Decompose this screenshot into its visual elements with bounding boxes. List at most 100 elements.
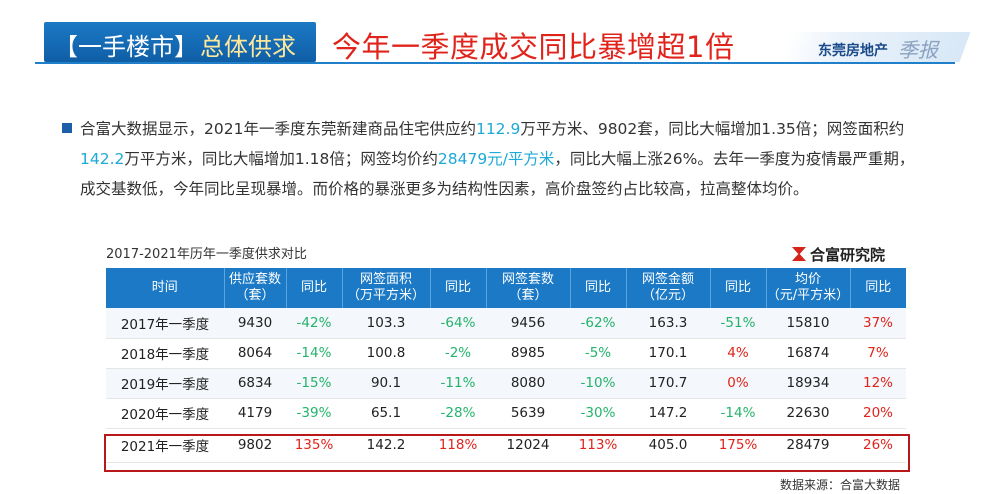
value-cell: 170.1 <box>626 338 710 369</box>
value-cell: 8080 <box>486 368 570 399</box>
value-cell: 6834 <box>224 368 286 399</box>
column-header-text: 同比 <box>300 280 327 295</box>
supply-demand-table: 时间 供应套数 （套） 同比 网签面积 （万平方米） 同比 网签套数 （套） 同比 网签金额 （亿元）… <box>106 268 906 463</box>
value-cell: 4179 <box>224 398 286 429</box>
highlight-figure: 142.2 <box>80 150 125 168</box>
column-header: 同比 <box>570 268 627 308</box>
value-cell: 4% <box>710 338 766 369</box>
paragraph-text: 万平方米、9802套，同比大幅增加1.35倍；网签面积约 <box>520 120 905 138</box>
table-row: 2017年一季度 9430 -42% 103.3 -64% 9456 -62% 163.3 -5… <box>106 308 906 339</box>
header: 【一手楼市】 总体供求 今年一季度成交同比暴增超1倍 东莞房地产 季报 <box>0 0 982 82</box>
column-header-text: 同比 <box>584 280 611 295</box>
table-header-row: 时间 供应套数 （套） 同比 网签面积 （万平方米） 同比 网签套数 （套） 同比 网签金额 （亿元）… <box>106 268 906 308</box>
value-cell: 20% <box>850 398 906 429</box>
column-header-text: 同比 <box>444 280 471 295</box>
value-cell: -62% <box>570 308 626 339</box>
period-cell: 2019年一季度 <box>106 368 224 399</box>
column-header-text: 网签金额 <box>641 272 694 287</box>
column-header: 同比 <box>710 268 767 308</box>
column-header: 均价 （元/平方米） <box>766 268 851 308</box>
column-header: 同比 <box>430 268 487 308</box>
paragraph-line-3: 成交基数低，今年同比呈现暴增。而价格的暴涨更多为结构性因素，高价盘签约占比较高，… <box>80 174 809 204</box>
column-header-text: （套） <box>235 288 275 303</box>
value-cell: 16874 <box>766 338 850 369</box>
value-cell: 12% <box>850 368 906 399</box>
column-header: 同比 <box>850 268 906 308</box>
value-cell: -11% <box>430 368 486 399</box>
value-cell: 9430 <box>224 308 286 339</box>
value-cell: 100.8 <box>342 338 430 369</box>
period-cell: 2021年一季度 <box>106 428 224 463</box>
bullet-square-icon <box>62 123 72 133</box>
value-cell: 15810 <box>766 308 850 339</box>
value-cell: -2% <box>430 338 486 369</box>
value-cell: 170.7 <box>626 368 710 399</box>
value-cell: 135% <box>286 428 342 463</box>
source-label-bottom: 数据来源：合富大数据 <box>780 478 901 492</box>
value-cell: 26% <box>850 428 906 463</box>
period-cell: 2017年一季度 <box>106 308 224 339</box>
column-header-text: 供应套数 <box>228 272 281 287</box>
header-rule <box>35 62 955 64</box>
value-cell: 37% <box>850 308 906 339</box>
paragraph-text: 合富大数据显示，2021年一季度东莞新建商品住宅供应约 <box>80 120 476 138</box>
value-cell: 12024 <box>486 428 570 463</box>
value-cell: -14% <box>710 398 766 429</box>
period-cell: 2020年一季度 <box>106 398 224 429</box>
column-header-text: 同比 <box>865 280 892 295</box>
source-label-top: 合富研究院 <box>792 244 885 265</box>
value-cell: 163.3 <box>626 308 710 339</box>
column-header-text: 网签套数 <box>501 272 554 287</box>
column-header: 网签面积 （万平方米） <box>342 268 431 308</box>
table-caption: 2017-2021年历年一季度供求对比 <box>106 247 307 262</box>
value-cell: -30% <box>570 398 626 429</box>
value-cell: 175% <box>710 428 766 463</box>
value-cell: 8985 <box>486 338 570 369</box>
table-row: 2019年一季度 6834 -15% 90.1 -11% 8080 -10% 170.7 0% 1… <box>106 368 906 399</box>
paragraph-line-2: 142.2万平方米，同比大幅增加1.18倍；网签均价约28479元/平方米，同比… <box>80 144 914 174</box>
row-2021-highlight <box>104 434 910 472</box>
value-cell: 18934 <box>766 368 850 399</box>
value-cell: 405.0 <box>626 428 710 463</box>
value-cell: 65.1 <box>342 398 430 429</box>
value-cell: -39% <box>286 398 342 429</box>
highlight-figure: 28479元/平方米 <box>437 150 555 168</box>
paragraph-text: 成交基数低，今年同比呈现暴增。而价格的暴涨更多为结构性因素，高价盘签约占比较高，… <box>80 180 809 198</box>
brand-name: 东莞房地产 <box>818 43 888 59</box>
column-header-text: 网签面积 <box>359 272 412 287</box>
paragraph-text: 万平方米，同比大幅增加1.18倍；网签均价约 <box>124 150 438 168</box>
column-header-text: （亿元） <box>641 288 694 303</box>
value-cell: -51% <box>710 308 766 339</box>
value-cell: 0% <box>710 368 766 399</box>
value-cell: 103.3 <box>342 308 430 339</box>
value-cell: 9802 <box>224 428 286 463</box>
column-header: 同比 <box>286 268 343 308</box>
value-cell: 5639 <box>486 398 570 429</box>
value-cell: 22630 <box>766 398 850 429</box>
value-cell: -5% <box>570 338 626 369</box>
section-title: 【一手楼市】 总体供求 <box>44 22 316 62</box>
value-cell: 113% <box>570 428 626 463</box>
value-cell: -15% <box>286 368 342 399</box>
column-header: 时间 <box>106 268 225 308</box>
column-header-text: （套） <box>508 288 548 303</box>
value-cell: 8064 <box>224 338 286 369</box>
value-cell: -28% <box>430 398 486 429</box>
value-cell: 28479 <box>766 428 850 463</box>
section-title-sub: 总体供求 <box>200 33 296 61</box>
column-header: 网签套数 （套） <box>486 268 571 308</box>
value-cell: 7% <box>850 338 906 369</box>
table-row: 2021年一季度 9802 135% 142.2 118% 12024 113% 405.0 1… <box>106 428 906 463</box>
source-top-text: 合富研究院 <box>810 246 886 264</box>
table-row: 2020年一季度 4179 -39% 65.1 -28% 5639 -30% 147.2 -14… <box>106 398 906 429</box>
table-row: 2018年一季度 8064 -14% 100.8 -2% 8985 -5% 170.1 4% 16… <box>106 338 906 369</box>
column-header-text: 均价 <box>794 272 821 287</box>
column-header: 供应套数 （套） <box>224 268 287 308</box>
column-header: 网签金额 （亿元） <box>626 268 711 308</box>
value-cell: 142.2 <box>342 428 430 463</box>
paragraph-text: ，同比大幅上涨26%。去年一季度为疫情最严重期， <box>554 150 915 168</box>
headline: 今年一季度成交同比暴增超1倍 <box>332 30 735 64</box>
column-header-text: （万平方米） <box>346 288 425 303</box>
value-cell: -10% <box>570 368 626 399</box>
value-cell: 147.2 <box>626 398 710 429</box>
